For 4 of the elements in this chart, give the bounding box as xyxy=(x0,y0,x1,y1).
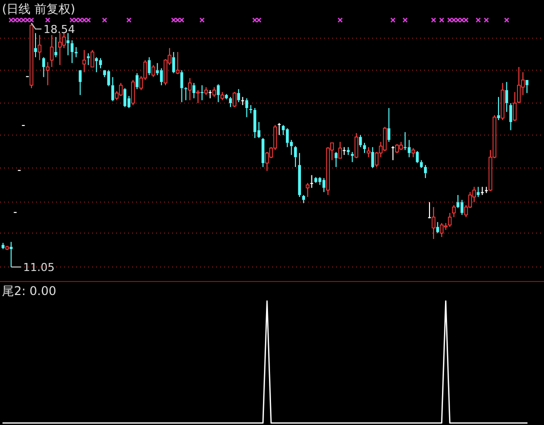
annotation: 11.05 xyxy=(23,261,55,274)
chart-title: (日线 前复权) xyxy=(2,2,76,16)
annotation: 18.54 xyxy=(43,23,75,36)
chart-title: 尾2: 0.00 xyxy=(2,284,56,298)
